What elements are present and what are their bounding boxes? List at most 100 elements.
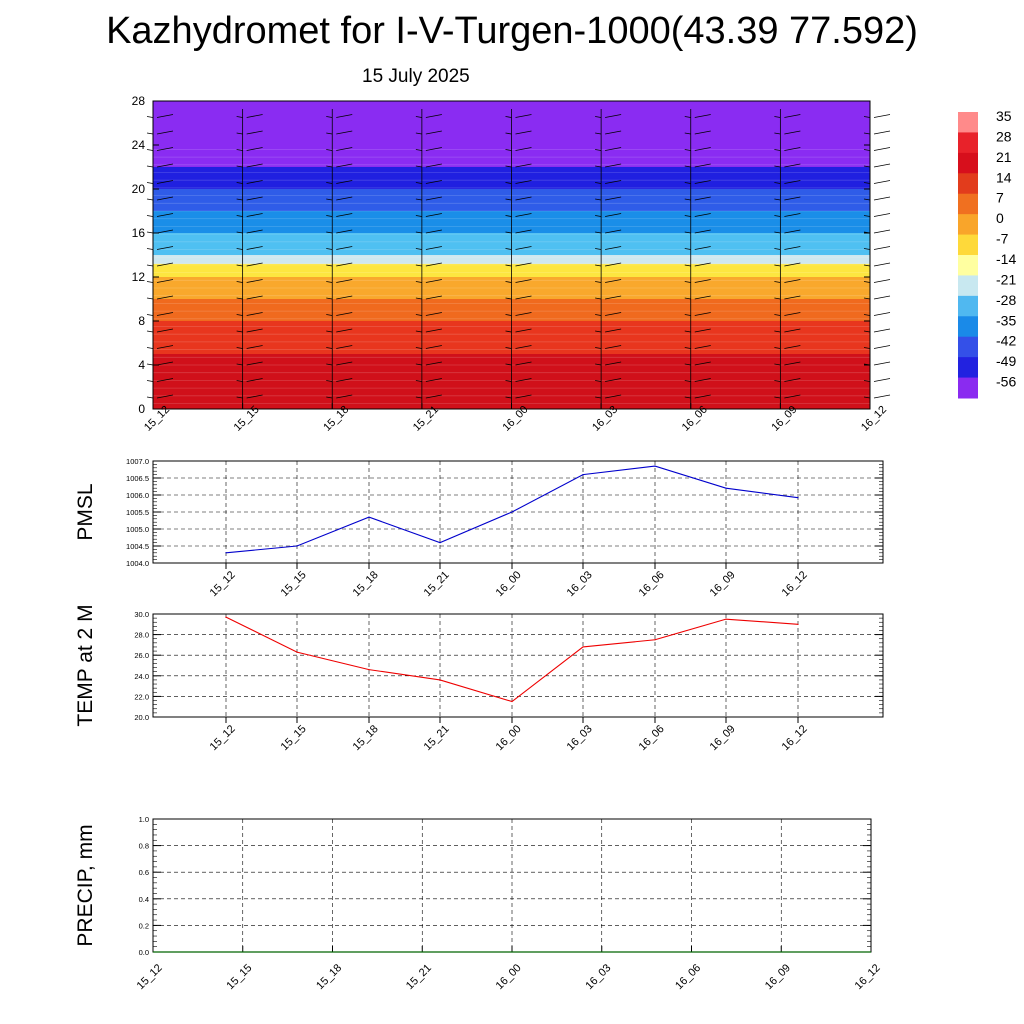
y-tick-label: 1005.0: [126, 525, 149, 534]
wind-barb: [146, 363, 154, 366]
wind-barb: [774, 182, 781, 184]
x-tick-label: 15_15: [279, 723, 309, 753]
y-tick-label: 20.0: [134, 713, 149, 722]
wind-barb: [774, 380, 781, 382]
wind-barb: [694, 378, 711, 382]
y-tick-label: 0: [138, 402, 145, 416]
wind-barb: [515, 279, 532, 283]
wind-barb: [236, 281, 243, 283]
wind-barb: [784, 213, 801, 217]
wind-barb: [684, 264, 691, 267]
y-tick-label: 20: [132, 182, 146, 196]
colorbar-swatch: [958, 336, 978, 358]
y-tick-label: 28: [132, 94, 146, 108]
y-tick-label: 24: [132, 138, 146, 152]
wind-barb: [684, 396, 691, 399]
wind-barb: [694, 312, 711, 316]
wind-barb: [505, 198, 512, 201]
colorbar-label: 7: [996, 190, 1004, 206]
data-point: [439, 679, 441, 681]
wind-barb: [595, 182, 602, 184]
wind-barb: [605, 361, 622, 366]
wind-barb: [784, 312, 801, 316]
wind-barb: [246, 213, 263, 217]
wind-barb: [146, 165, 154, 168]
data-point: [225, 552, 227, 554]
wind-barb: [336, 180, 353, 184]
y-tick-label: 16: [132, 226, 146, 240]
wind-barb: [873, 229, 891, 234]
wind-barb: [156, 295, 174, 300]
wind-barb: [505, 248, 512, 250]
wind-barb: [595, 231, 602, 234]
wind-barb: [694, 114, 711, 118]
wind-barb: [863, 380, 871, 382]
wind-barb: [336, 163, 353, 168]
wind-barb: [415, 380, 422, 382]
wind-barb: [873, 361, 891, 366]
wind-barb: [863, 396, 871, 399]
wind-barb: [873, 279, 891, 283]
wind-barb: [425, 312, 442, 316]
wind-barb: [236, 314, 243, 316]
wind-barb: [684, 363, 691, 366]
wind-barb: [863, 314, 871, 316]
wind-barb: [873, 163, 891, 168]
x-tick-label: 15_18: [351, 569, 381, 599]
wind-barb: [415, 248, 422, 250]
wind-barb: [505, 182, 512, 184]
wind-barb: [605, 328, 622, 333]
wind-barb: [515, 114, 532, 118]
wind-barb: [684, 347, 691, 349]
wind-barb: [863, 281, 871, 283]
precip-panel: 0.0 0.2 0.4 0.6 0.8 1.0 15_12 15_15 15_18 15_21 16…: [74, 815, 883, 992]
wind-barb: [515, 147, 532, 151]
wind-barb: [873, 328, 891, 333]
wind-barb: [146, 347, 154, 349]
wind-barb: [515, 394, 532, 399]
y-axis-label: PRECIP, mm: [74, 824, 97, 946]
wind-barb: [505, 347, 512, 349]
y-tick-label: 4: [138, 358, 145, 372]
wind-barb: [246, 114, 263, 118]
wind-barb: [236, 132, 243, 135]
colorbar-label: -7: [996, 231, 1009, 247]
x-tick-label: 15_12: [135, 962, 165, 992]
wind-barb: [415, 330, 422, 333]
wind-barb: [694, 361, 711, 366]
wind-barb: [873, 213, 891, 217]
wind-barb: [425, 262, 442, 267]
x-tick-label: 16_00: [494, 962, 524, 992]
wind-barb: [515, 345, 532, 349]
wind-barb: [774, 363, 781, 366]
wind-barb: [605, 279, 622, 283]
wind-barb: [326, 363, 333, 366]
x-tick-label: 16_06: [637, 569, 667, 599]
wind-barb: [326, 314, 333, 316]
data-point: [725, 487, 727, 489]
wind-barb: [326, 330, 333, 333]
wind-barb: [863, 165, 871, 168]
wind-barb: [425, 246, 442, 250]
colorbar-label: -35: [996, 312, 1016, 328]
wind-barb: [246, 394, 263, 399]
wind-barb: [336, 246, 353, 250]
wind-barb: [505, 330, 512, 333]
wind-barb: [863, 182, 871, 184]
wind-barb: [774, 314, 781, 316]
x-tick-label: 16_03: [583, 962, 613, 992]
wind-barb: [774, 116, 781, 118]
y-tick-label: 30.0: [134, 610, 149, 619]
wind-barb: [336, 196, 353, 201]
wind-barb: [694, 196, 711, 201]
wind-barb: [156, 163, 174, 168]
wind-barb: [774, 330, 781, 333]
wind-barb: [425, 295, 442, 300]
wind-barb: [415, 132, 422, 135]
wind-barb: [684, 231, 691, 234]
wind-barb: [336, 295, 353, 300]
wind-barb: [774, 231, 781, 234]
wind-barb: [336, 130, 353, 135]
wind-barb: [246, 229, 263, 234]
wind-barb: [873, 295, 891, 300]
